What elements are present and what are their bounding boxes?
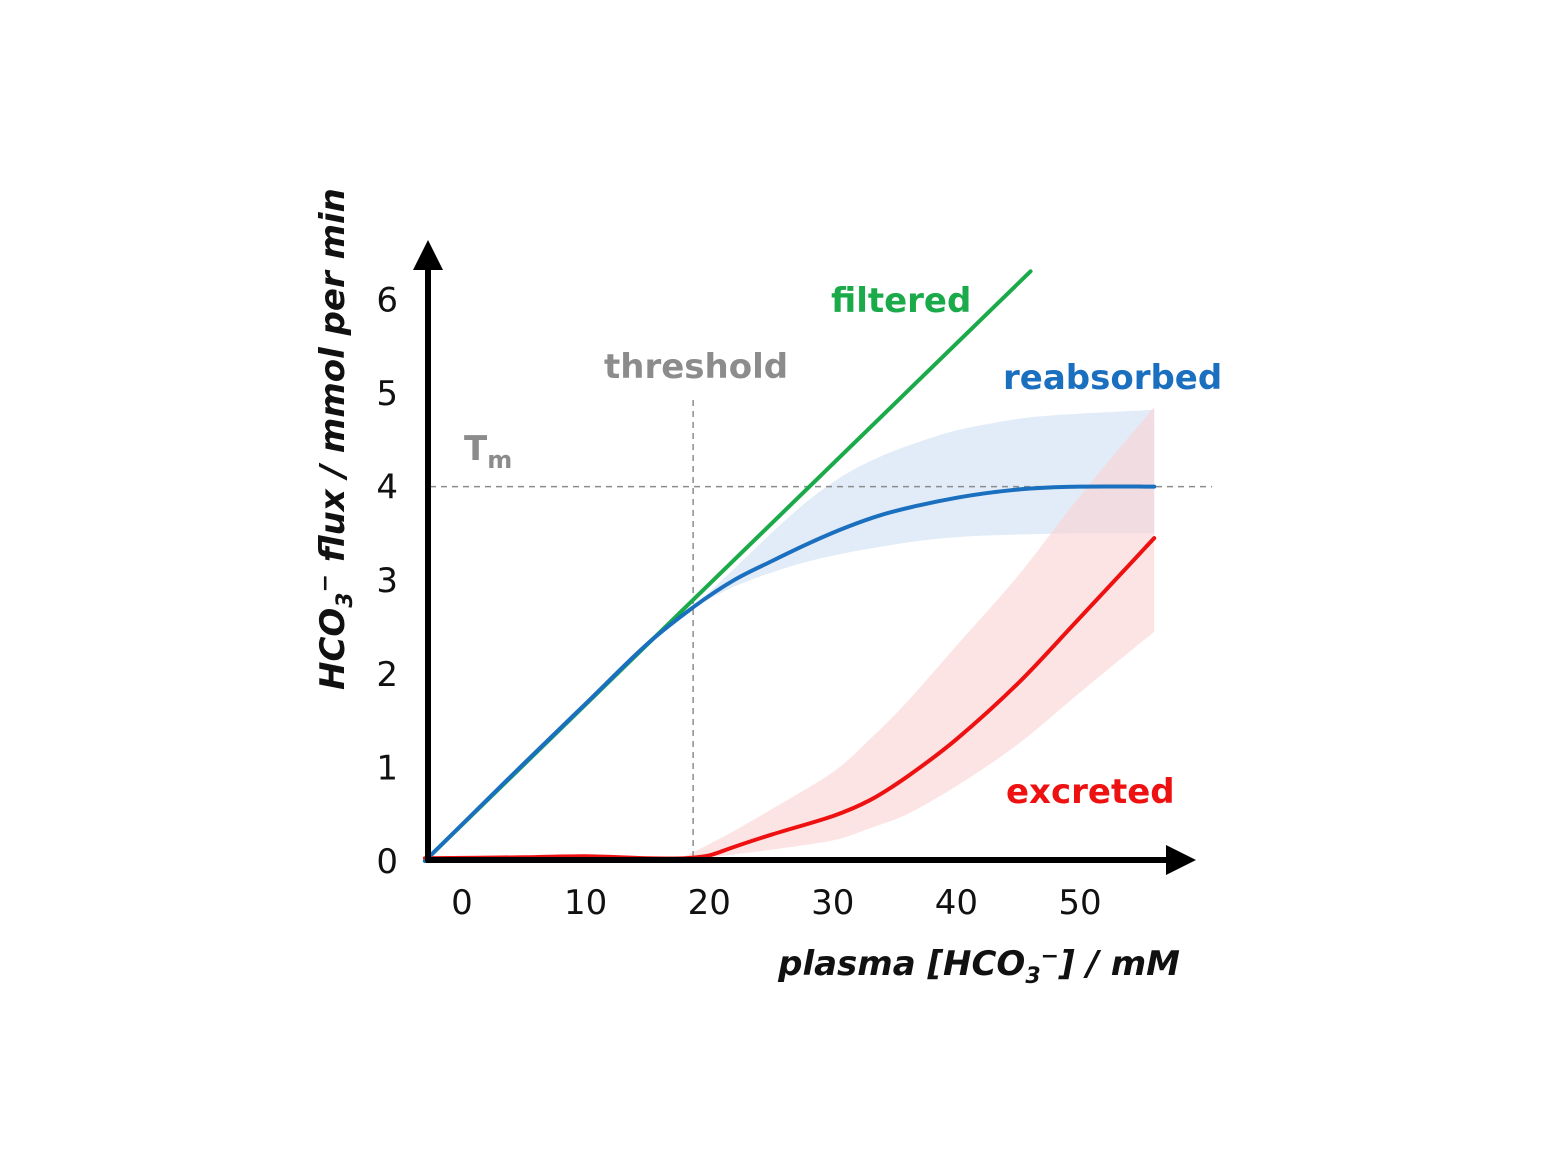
excreted-series-line [422,536,1157,861]
x-tick-label: 10 [564,883,607,923]
excreted-label: excreted [1006,772,1175,812]
tm-label: Tm [464,429,512,474]
x-tick-label: 20 [688,883,731,923]
reabsorbed-series-line [422,484,1157,863]
y-tick-label: 0 [376,842,398,882]
y-tick-label: 6 [376,280,398,320]
y-axis-title: HCO3− flux / mmol per min [313,188,358,690]
y-tick-label: 3 [376,561,398,601]
y-tick-label: 2 [376,655,398,695]
tm-label-main: T [464,429,488,469]
x-axis-title: plasma [HCO3−] / mM [777,944,1180,989]
x-tick-label: 40 [935,883,978,923]
x-tick-label: 50 [1058,883,1101,923]
reabsorbed-label: reabsorbed [1003,358,1222,398]
x-tick-labels: 0 10 20 30 40 50 [451,883,1101,923]
y-tick-label: 1 [376,748,398,788]
y-tick-labels: 0 1 2 3 4 5 6 [376,280,398,882]
reabsorbed-band [693,409,1155,608]
y-tick-label: 5 [376,374,398,414]
x-tick-label: 0 [451,883,473,923]
x-tick-label: 30 [811,883,854,923]
threshold-label: threshold [604,347,788,387]
y-tick-label: 4 [376,468,398,508]
filtered-label: filtered [831,281,971,321]
tm-label-sub: m [487,446,512,474]
